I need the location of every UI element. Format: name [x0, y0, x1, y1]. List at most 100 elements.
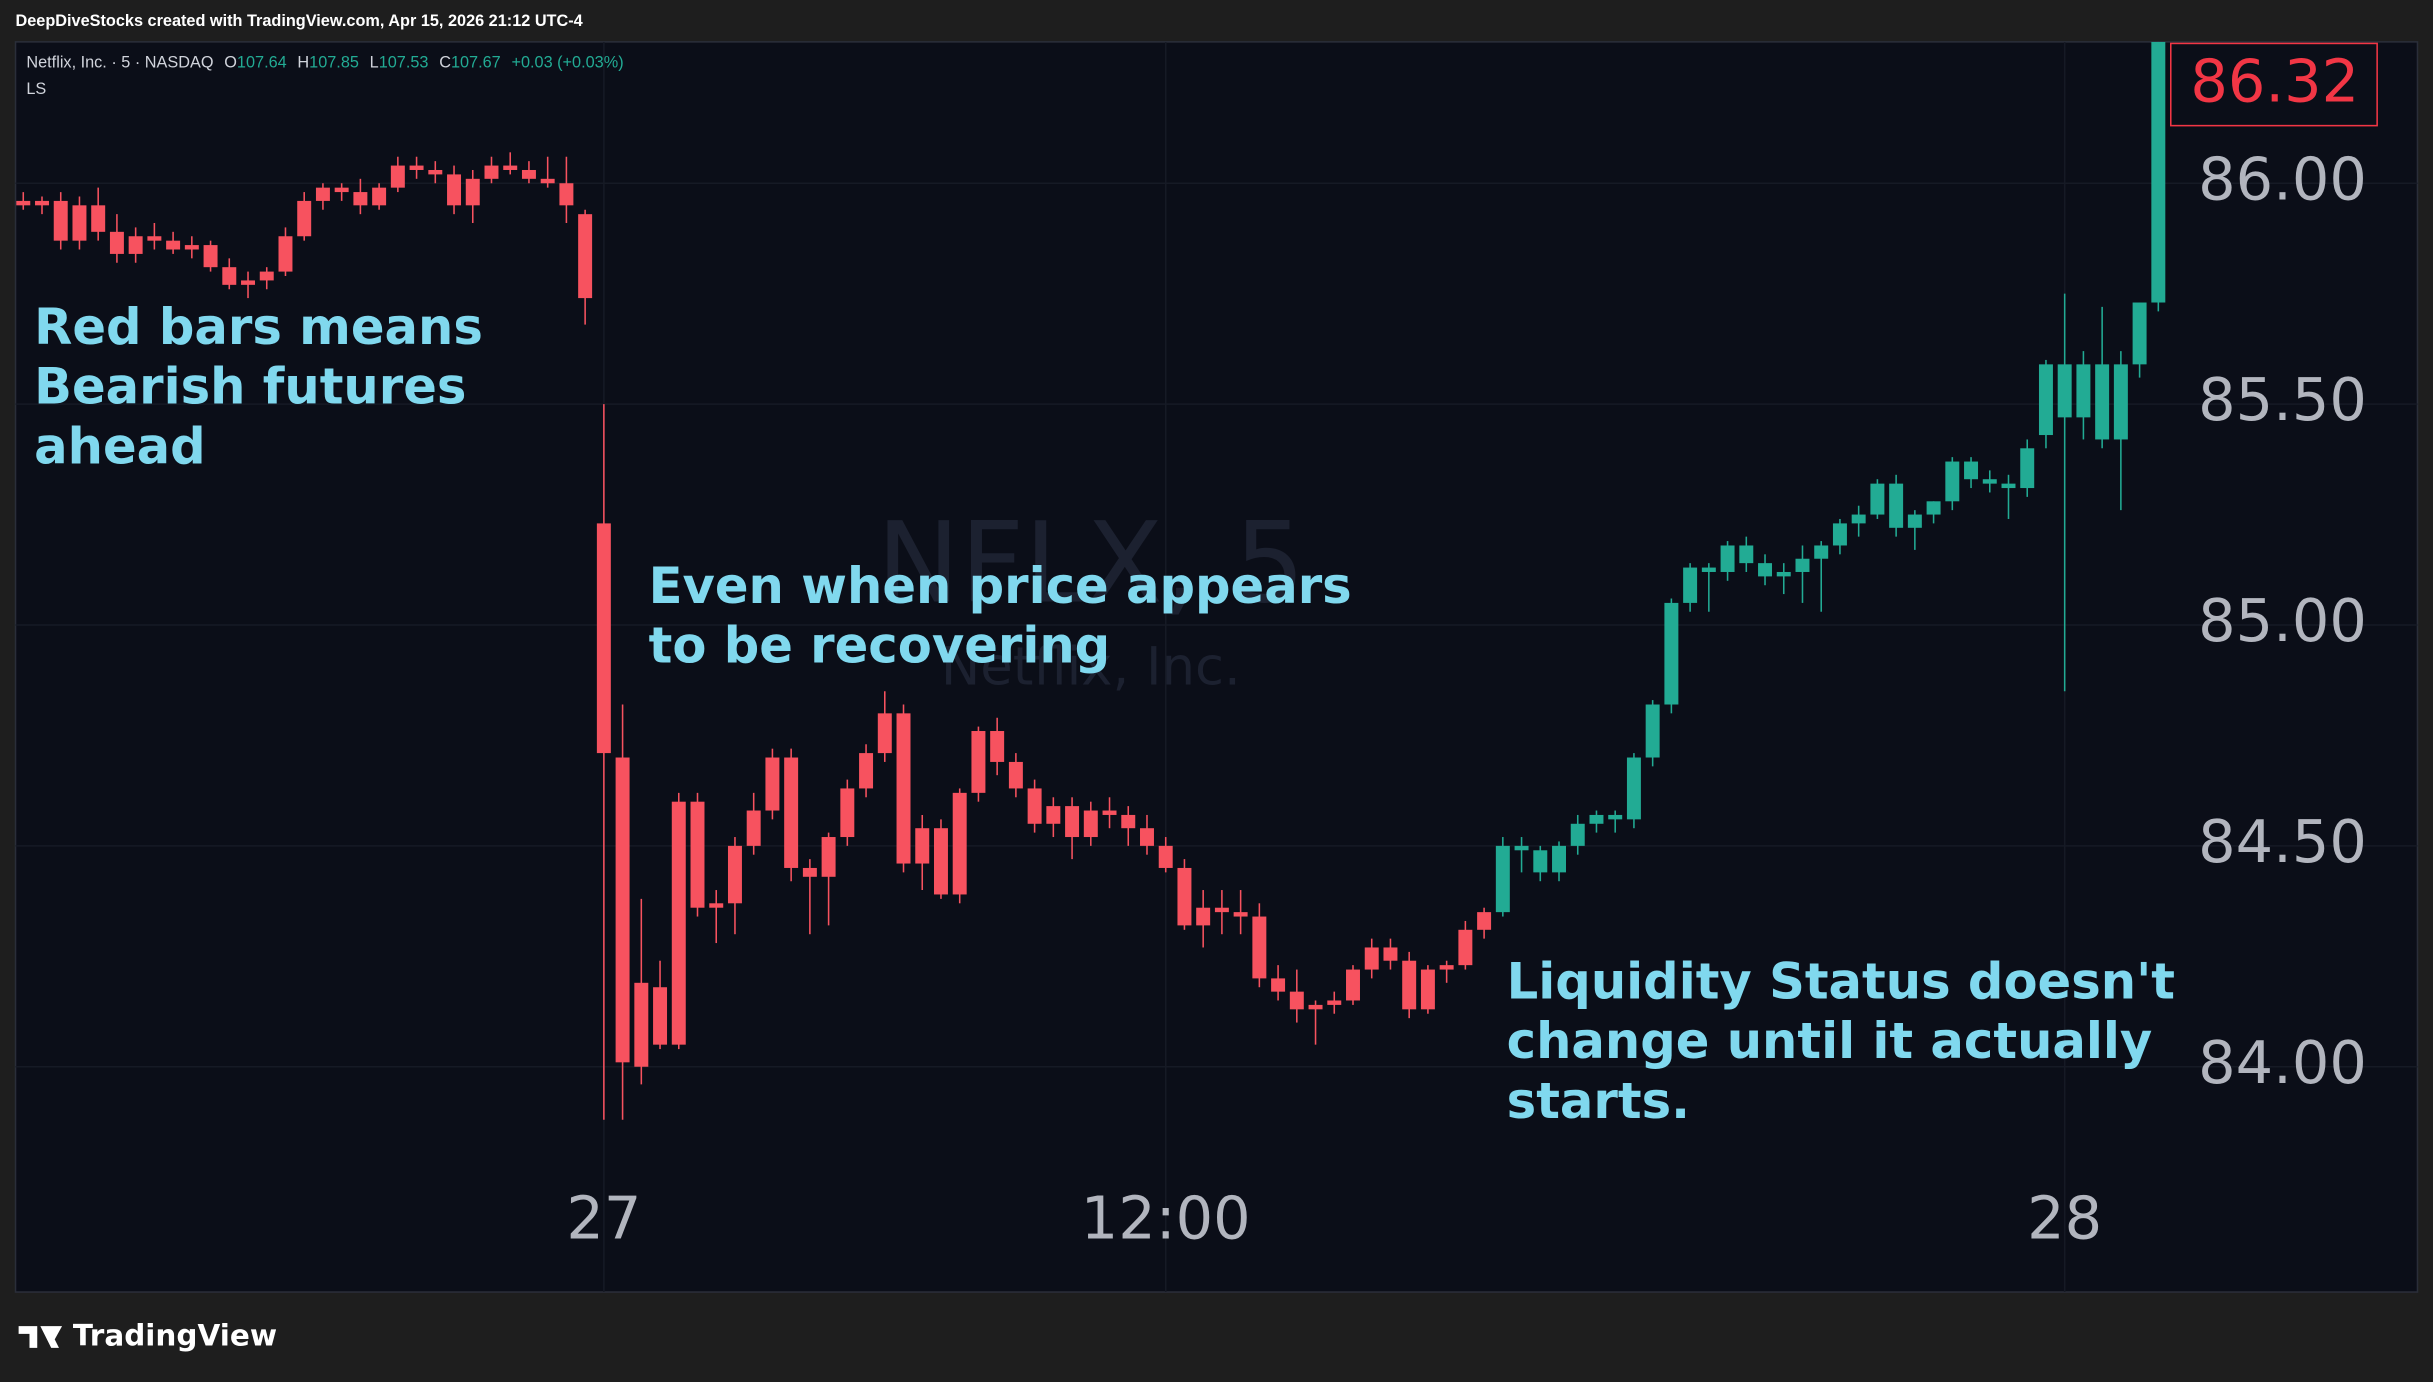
candle-body — [1458, 929, 1473, 966]
candle-body — [297, 200, 312, 237]
candle-body — [353, 192, 368, 206]
candle-body — [147, 236, 162, 241]
candle-body — [877, 713, 892, 754]
legend-field-label: O — [224, 54, 237, 72]
candle-body — [72, 205, 87, 241]
candle-body — [2076, 364, 2091, 418]
candle-body — [2057, 364, 2072, 418]
candle-body — [671, 801, 686, 1045]
candle-body — [784, 757, 799, 868]
candle-body — [1739, 545, 1754, 564]
legend-field-label: L — [370, 54, 379, 72]
candle-body — [1420, 969, 1435, 1010]
candle-body — [447, 174, 462, 206]
y-tick-label: 85.50 — [2198, 365, 2367, 434]
candle-body — [1308, 1004, 1323, 1010]
candle-body — [2132, 302, 2147, 365]
candle-body — [952, 792, 967, 895]
candle-body — [896, 713, 911, 864]
legend-field-value: 107.85 — [309, 54, 359, 72]
candle-body — [503, 165, 518, 170]
candle-body — [933, 828, 948, 895]
brand-logo — [18, 1326, 63, 1348]
candle-body — [521, 169, 536, 179]
candle-body — [1083, 810, 1098, 838]
legend: Netflix, Inc. · 5 · NASDAQ O107.64 H107.… — [26, 54, 623, 72]
candle-body — [334, 187, 349, 193]
candle-body — [1140, 828, 1154, 846]
legend-field-label: C — [439, 54, 451, 72]
legend-change: +0.03 (+0.03%) — [511, 54, 623, 72]
last-price-box — [2169, 42, 2378, 127]
y-tick-label: 85.00 — [2198, 586, 2367, 655]
candle-body — [390, 165, 405, 188]
candle-body — [222, 267, 237, 285]
candle-body — [1851, 514, 1866, 524]
candle-body — [1214, 907, 1229, 913]
candle-body — [278, 236, 293, 272]
credit: DeepDiveStocks created with TradingView.… — [16, 12, 583, 30]
candle-body — [1027, 788, 1042, 824]
candle-body — [690, 801, 705, 908]
candle-body — [1196, 907, 1211, 926]
candle-body — [2038, 364, 2053, 436]
candle-body — [540, 178, 555, 184]
candle-body — [203, 245, 218, 268]
candle-body — [259, 271, 274, 281]
y-tick-label: 84.00 — [2198, 1028, 2367, 1097]
candle-body — [709, 903, 724, 908]
indicator-label: LS — [26, 80, 46, 98]
candle-body — [484, 165, 499, 179]
candle-body — [2113, 364, 2128, 440]
legend-symbol: Netflix, Inc. · 5 · NASDAQ — [26, 54, 213, 72]
legend-field-value: 107.67 — [451, 54, 501, 72]
annotation-line: Red bars means — [34, 298, 483, 356]
candle-body — [1327, 1000, 1342, 1005]
candle-body — [915, 828, 930, 864]
footer: TradingView — [18, 1319, 277, 1353]
candle-body — [1233, 912, 1248, 917]
candle-body — [1533, 850, 1548, 873]
candle-body — [91, 205, 106, 232]
candle-body — [1664, 602, 1679, 705]
candle-body — [615, 757, 630, 1063]
candle-body — [1776, 571, 1791, 577]
candle-body — [1402, 960, 1417, 1010]
candle-body — [1945, 461, 1960, 502]
candle-body — [1720, 545, 1735, 572]
candle-body — [746, 810, 761, 846]
candle-body — [1252, 916, 1267, 979]
brand-name: TradingView — [73, 1319, 277, 1353]
candle-body — [1982, 479, 1997, 484]
y-tick-label: 84.50 — [2198, 807, 2367, 876]
candle-body — [1926, 501, 1941, 515]
candle-body — [1271, 978, 1286, 992]
candle-body — [315, 187, 330, 201]
legend-field-value: 107.64 — [237, 54, 287, 72]
candle-body — [409, 165, 424, 170]
candle-body — [465, 178, 480, 206]
watermark: NFLX, 5 Netflix, Inc. — [876, 499, 1305, 698]
candle-body — [35, 200, 49, 206]
x-tick-label: 27 — [566, 1183, 641, 1252]
candle-body — [840, 788, 855, 838]
annotation-line: starts. — [1507, 1072, 1690, 1130]
candle-body — [1832, 523, 1847, 546]
candle-body — [16, 200, 31, 206]
candle-body — [1758, 563, 1773, 577]
candle-body — [372, 187, 387, 206]
chart-pane — [14, 41, 2419, 1293]
candle-body — [1889, 483, 1904, 528]
candle-body — [1552, 845, 1566, 873]
candle-body — [1570, 823, 1585, 846]
legend-field-label: H — [297, 54, 309, 72]
candle-body — [1046, 806, 1061, 824]
candle-body — [1514, 845, 1529, 851]
candle-body — [1102, 810, 1117, 815]
candle-body — [653, 987, 668, 1045]
candle-body — [166, 240, 181, 250]
candle-body — [1477, 912, 1492, 930]
candle-body — [990, 731, 1005, 762]
